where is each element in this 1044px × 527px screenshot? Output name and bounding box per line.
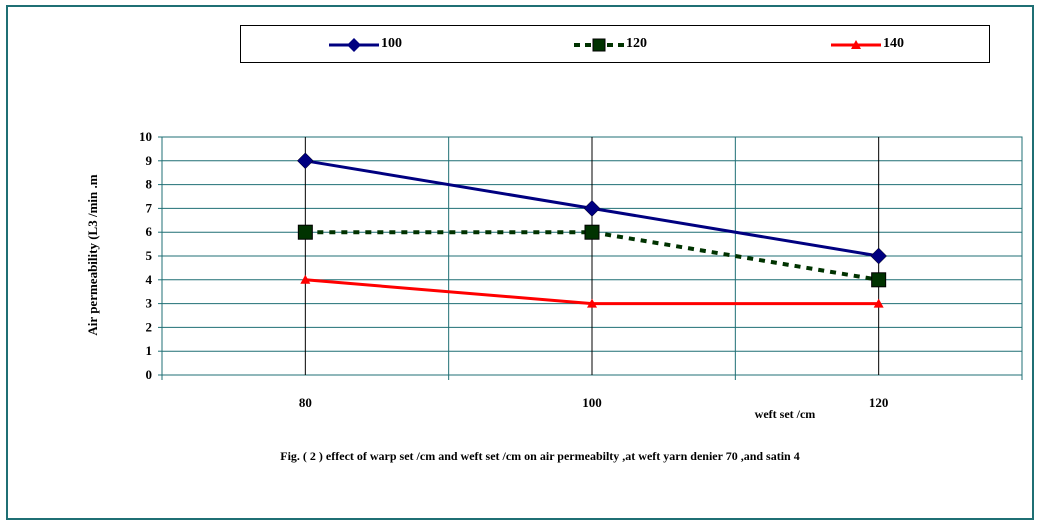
y-tick-label: 10	[139, 129, 152, 144]
legend-label-100: 100	[381, 36, 402, 51]
legend-label-140: 140	[883, 36, 904, 51]
y-tick-label: 9	[146, 153, 153, 168]
y-tick-label: 3	[146, 296, 153, 311]
chart-frame	[6, 5, 1034, 520]
y-axis-label: Air permeability (L3 /min .m	[85, 174, 100, 335]
data-point-100	[583, 200, 601, 217]
legend-swatch-100	[329, 38, 379, 52]
x-tick-label: 100	[582, 395, 602, 410]
legend-swatch-140	[831, 40, 881, 49]
legend-label-120: 120	[626, 36, 647, 51]
data-point-140	[587, 298, 597, 308]
y-tick-label: 5	[146, 248, 153, 263]
x-axis-label: weft set /cm	[755, 407, 816, 421]
y-tick-label: 0	[146, 367, 153, 382]
legend: 100 120 140	[240, 25, 990, 63]
y-tick-label: 8	[146, 177, 153, 192]
legend-swatch-120	[574, 38, 624, 52]
data-point-120	[871, 272, 887, 288]
y-tick-label: 7	[146, 200, 153, 215]
x-tick-label: 120	[869, 395, 889, 410]
figure-caption: Fig. ( 2 ) effect of warp set /cm and we…	[280, 449, 799, 463]
y-tick-label: 1	[146, 343, 153, 358]
data-point-140	[873, 298, 884, 308]
data-point-100	[870, 247, 888, 265]
x-tick-label: 80	[299, 395, 312, 410]
data-point-100	[296, 152, 314, 170]
data-point-120	[297, 224, 313, 240]
series-line-120	[305, 230, 879, 282]
y-tick-label: 6	[146, 224, 153, 239]
y-tick-label: 2	[146, 319, 153, 334]
data-point-120	[584, 224, 600, 240]
y-tick-label: 4	[146, 272, 153, 287]
data-point-140	[300, 274, 311, 284]
